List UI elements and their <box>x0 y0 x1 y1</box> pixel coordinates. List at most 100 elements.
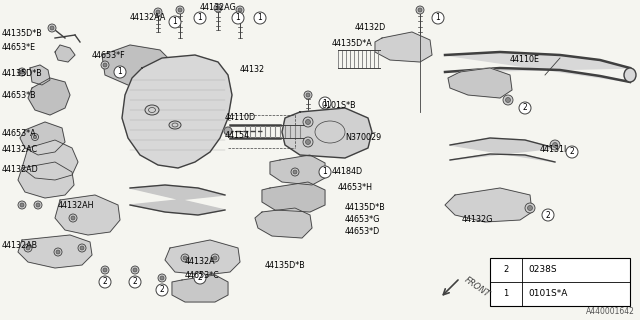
Circle shape <box>291 168 299 176</box>
Text: 1: 1 <box>436 13 440 22</box>
Circle shape <box>80 246 84 250</box>
Circle shape <box>31 133 38 140</box>
Text: 44653*C: 44653*C <box>185 271 220 281</box>
Circle shape <box>99 276 111 288</box>
Circle shape <box>158 274 166 282</box>
Circle shape <box>103 63 107 67</box>
Text: 44135D*B: 44135D*B <box>2 68 43 77</box>
Circle shape <box>293 170 297 174</box>
Polygon shape <box>255 208 312 238</box>
Circle shape <box>232 12 244 24</box>
Circle shape <box>26 246 30 250</box>
Circle shape <box>133 268 137 272</box>
Circle shape <box>24 244 32 252</box>
Text: 1: 1 <box>323 167 328 177</box>
Text: 44131I: 44131I <box>540 146 567 155</box>
Circle shape <box>154 8 162 16</box>
Circle shape <box>238 8 242 12</box>
Polygon shape <box>130 185 225 215</box>
Polygon shape <box>172 275 228 302</box>
Circle shape <box>305 140 310 145</box>
Text: 2: 2 <box>102 277 108 286</box>
Circle shape <box>156 10 160 14</box>
Text: 44653*E: 44653*E <box>2 44 36 52</box>
Circle shape <box>78 244 86 252</box>
Ellipse shape <box>169 121 181 129</box>
Circle shape <box>525 203 535 213</box>
Circle shape <box>236 6 244 14</box>
Bar <box>490 258 630 306</box>
Circle shape <box>160 276 164 280</box>
Circle shape <box>114 66 126 78</box>
Circle shape <box>416 6 424 14</box>
Circle shape <box>71 216 75 220</box>
Text: 2: 2 <box>523 103 527 113</box>
Circle shape <box>303 137 313 147</box>
Circle shape <box>101 266 109 274</box>
Polygon shape <box>282 108 372 158</box>
Text: 0101S*A: 0101S*A <box>528 290 568 299</box>
Text: 44135D*B: 44135D*B <box>2 28 43 37</box>
Circle shape <box>131 266 139 274</box>
Text: 1: 1 <box>173 18 177 27</box>
Text: 44653*B: 44653*B <box>2 92 36 100</box>
Circle shape <box>214 4 222 12</box>
Polygon shape <box>18 235 92 268</box>
Circle shape <box>33 135 36 139</box>
Circle shape <box>178 8 182 12</box>
Text: 44132AH: 44132AH <box>58 201 95 210</box>
Text: 44184D: 44184D <box>332 167 363 177</box>
Circle shape <box>18 68 26 76</box>
Polygon shape <box>224 127 232 135</box>
Text: FRONT: FRONT <box>463 275 492 299</box>
Polygon shape <box>102 45 175 88</box>
Polygon shape <box>30 65 50 85</box>
Text: 2: 2 <box>159 285 164 294</box>
Text: 44132AD: 44132AD <box>2 165 39 174</box>
Text: 44135D*B: 44135D*B <box>265 260 306 269</box>
Text: A440001642: A440001642 <box>586 307 635 316</box>
Polygon shape <box>270 155 325 185</box>
Circle shape <box>527 205 532 211</box>
Text: 0238S: 0238S <box>528 266 557 275</box>
Circle shape <box>176 6 184 14</box>
Polygon shape <box>445 188 532 222</box>
Polygon shape <box>55 45 75 62</box>
Text: 1: 1 <box>323 99 328 108</box>
Circle shape <box>36 203 40 207</box>
Circle shape <box>69 214 77 222</box>
Text: 44132D: 44132D <box>355 23 387 33</box>
Text: 1: 1 <box>258 13 262 22</box>
Text: 2: 2 <box>570 148 574 156</box>
Polygon shape <box>165 240 240 275</box>
Polygon shape <box>375 32 432 62</box>
Text: 44653*A: 44653*A <box>2 129 36 138</box>
Circle shape <box>48 24 56 32</box>
Polygon shape <box>262 182 325 212</box>
Polygon shape <box>448 68 512 98</box>
Circle shape <box>194 12 206 24</box>
Polygon shape <box>122 55 232 168</box>
Text: N370029: N370029 <box>345 133 381 142</box>
Ellipse shape <box>624 68 636 82</box>
Circle shape <box>156 284 168 296</box>
Text: 0101S*B: 0101S*B <box>322 101 356 110</box>
Circle shape <box>503 95 513 105</box>
Circle shape <box>213 256 217 260</box>
Circle shape <box>129 276 141 288</box>
Circle shape <box>305 119 310 124</box>
Circle shape <box>56 250 60 254</box>
Polygon shape <box>20 122 65 155</box>
Text: 2: 2 <box>132 277 138 286</box>
Text: 1: 1 <box>236 13 241 22</box>
Text: 44110D: 44110D <box>225 114 256 123</box>
Polygon shape <box>450 138 555 162</box>
Circle shape <box>101 61 109 69</box>
Ellipse shape <box>145 105 159 115</box>
Text: 1: 1 <box>504 290 509 299</box>
Circle shape <box>18 201 26 209</box>
Polygon shape <box>55 195 120 235</box>
Text: 44135D*B: 44135D*B <box>345 204 386 212</box>
Circle shape <box>54 248 62 256</box>
Circle shape <box>499 263 513 277</box>
